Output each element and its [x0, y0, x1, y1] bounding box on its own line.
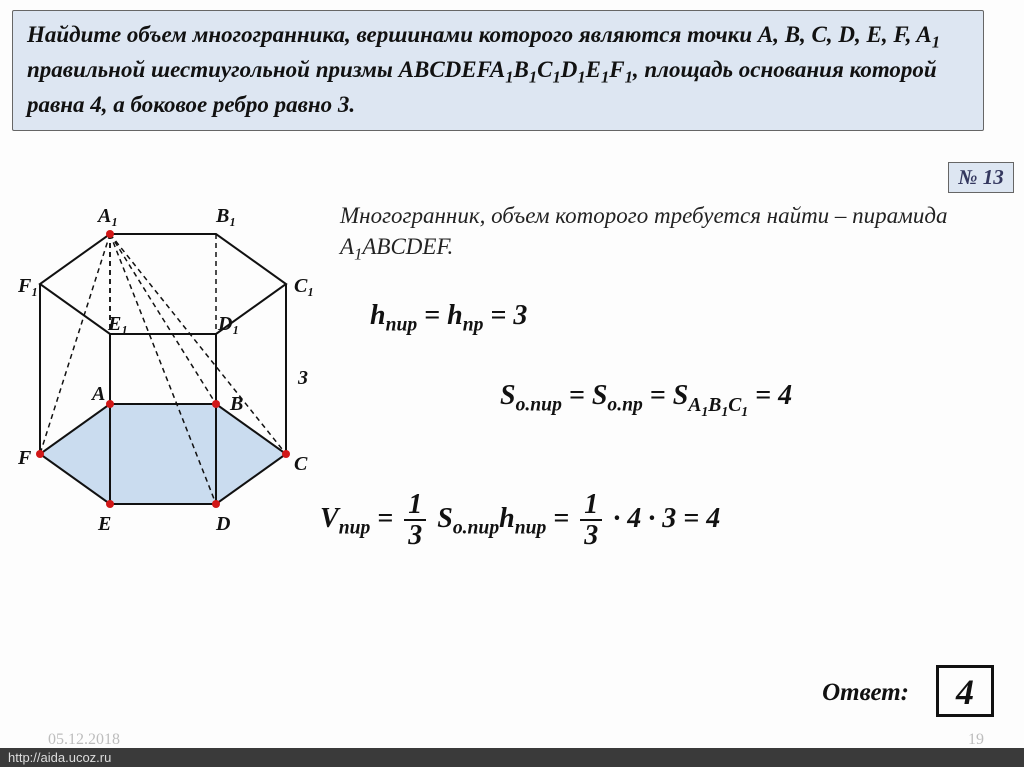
- label-C1: C₁: [294, 275, 314, 297]
- formula-s: Sо.пир = Sо.пр = SA1B1C1 = 4: [500, 380, 792, 420]
- label-E: E: [97, 513, 111, 535]
- label-C: C: [294, 453, 308, 475]
- formula-v: Vпир = 13 Sо.пирhпир = 13 · 4 · 3 = 4: [320, 490, 720, 551]
- label-B1: B₁: [215, 205, 236, 227]
- problem-statement: Найдите объем многогранника, вершинами к…: [12, 10, 984, 131]
- problem-number-badge: № 13: [948, 162, 1014, 193]
- formula-h: hпир = hпр = 3: [370, 300, 527, 337]
- label-D1: D₁: [217, 313, 239, 335]
- label-A: A: [90, 383, 105, 405]
- label-F1: F₁: [18, 275, 38, 297]
- answer-label: Ответ:: [822, 679, 909, 707]
- footer-date: 05.12.2018: [48, 731, 120, 749]
- explanation-text: Многогранник, объем которого требуется н…: [340, 200, 1000, 266]
- label-B: B: [229, 393, 243, 415]
- footer-url: http://aida.ucoz.ru: [0, 748, 1024, 767]
- label-A1: A₁: [96, 205, 118, 227]
- slide-number: 19: [968, 731, 984, 749]
- edge-length-label: 3: [297, 367, 308, 389]
- prism-diagram: A₁ B₁ C₁ D₁ E₁ F₁ A B C D E F 3: [18, 192, 328, 552]
- label-D: D: [215, 513, 230, 535]
- answer-value: 4: [936, 665, 994, 717]
- label-E1: E₁: [107, 313, 128, 335]
- label-F: F: [18, 447, 32, 469]
